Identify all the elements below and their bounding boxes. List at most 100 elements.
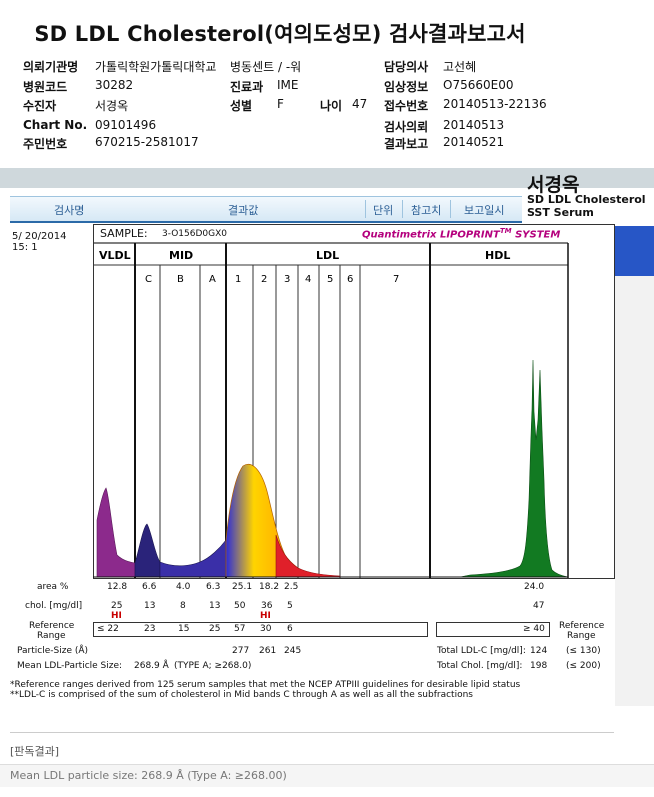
band-label-3: 3 (284, 274, 290, 285)
receipt-label: 접수번호 (384, 99, 429, 113)
particle-cell: 261 (259, 646, 277, 656)
particle-cell: 277 (232, 646, 250, 656)
mid-ba-region (159, 539, 227, 578)
total-ldlc-ref: (≤ 130) (566, 646, 601, 656)
area-cell: 18.2 (259, 582, 280, 592)
receiver-label: 수진자 (23, 99, 57, 113)
sample-value: 3-O156D0GX0 (162, 229, 228, 239)
particle-label: Particle-Size (Å) (17, 646, 89, 656)
group-label-mid: MID (169, 249, 193, 262)
vldl-peak (96, 487, 136, 578)
report-date-value: 20140521 (443, 135, 505, 149)
hospital-value: 가톨릭학원가톨릭대학교 (95, 60, 217, 74)
ref-cell: 57 (234, 624, 246, 634)
chol-hdl-cell: 47 (533, 601, 545, 611)
request-value: 20140513 (443, 118, 505, 132)
receipt-value: 20140513-22136 (443, 97, 547, 111)
code-label: 병원코드 (23, 80, 68, 94)
ref-box-main (93, 622, 428, 637)
sex-label: 성별 (230, 99, 253, 113)
header-divider (450, 200, 451, 218)
total-ldlc-value: 124 (530, 646, 548, 656)
chol-cell: 13 (144, 601, 156, 611)
band-label-a: A (209, 274, 216, 285)
result-header-bar: 검사명 결과값 단위 참고치 보고일시 (10, 196, 522, 223)
sample-label: SAMPLE: (100, 227, 148, 240)
col-unit: 단위 (373, 204, 394, 217)
col-report-time: 보고일시 (464, 204, 505, 217)
mean-size-type: (TYPE A; ≥268.0) (174, 661, 252, 671)
brand-system: SYSTEM (511, 229, 561, 241)
lipoprint-frame (93, 224, 615, 579)
ward-label: 병동센트 / -워 (230, 60, 302, 74)
mean-size-label: Mean LDL-Particle Size: (17, 661, 123, 671)
hi-flag-vldl: HI (111, 611, 122, 621)
area-cell: 2.5 (284, 582, 299, 592)
total-chol-ref: (≤ 200) (566, 661, 601, 671)
ref-label-line2: Range (37, 631, 66, 641)
chol-cell: 36 (261, 601, 273, 611)
ref-box-hdl (436, 622, 550, 637)
mid-c-peak (134, 523, 161, 578)
col-test-name: 검사명 (54, 204, 85, 217)
interpretation-header: [판독결과] (10, 745, 60, 758)
area-cell: 4.0 (176, 582, 191, 592)
hi-flag-ldl2: HI (260, 611, 271, 621)
interpretation-box (0, 764, 654, 787)
chart-no-value: 09101496 (95, 118, 157, 132)
mean-size-value: 268.9 Å (134, 661, 169, 671)
age-label: 나이 (320, 99, 343, 113)
ldl-tail (275, 534, 341, 578)
ref-cell: 25 (209, 624, 221, 634)
ldl-main-peak (225, 464, 311, 578)
band-label-5: 5 (327, 274, 333, 285)
report-title: SD LDL Cholesterol(여의도성모) 검사결과보고서 (34, 22, 526, 46)
col-result: 결과값 (228, 204, 259, 217)
group-label-ldl: LDL (316, 249, 339, 262)
hdl-peak (459, 359, 569, 578)
group-label-vldl: VLDL (99, 249, 131, 262)
report-date-line1: 5/ 20/2014 (12, 231, 67, 242)
chol-label: chol. [mg/dl] (25, 601, 83, 611)
chol-cell: 50 (234, 601, 246, 611)
footnote-reference: *Reference ranges derived from 125 serum… (10, 680, 521, 690)
side-test-name: SD LDL Cholesterol (527, 193, 646, 206)
band-label-2: 2 (261, 274, 267, 285)
band-label-4: 4 (305, 274, 311, 285)
header-divider (365, 200, 366, 218)
area-label: area % (37, 582, 69, 592)
area-cell: 6.6 (142, 582, 157, 592)
sex-value: F (277, 97, 284, 111)
band-label-b: B (177, 274, 184, 285)
chol-cell: 8 (180, 601, 186, 611)
doctor-value: 고선혜 (443, 60, 477, 74)
footnote-ldlc: **LDL-C is comprised of the sum of chole… (10, 690, 473, 700)
group-label-hdl: HDL (485, 249, 510, 262)
brand-tm: TM (499, 227, 512, 235)
dept-value: IME (277, 78, 299, 92)
ref-label-line1: Reference (29, 621, 75, 631)
band-label-6: 6 (347, 274, 353, 285)
side-specimen: SST Serum (527, 206, 594, 219)
area-cell: 6.3 (206, 582, 221, 592)
side-blue-block (615, 226, 654, 276)
chol-cell: 5 (287, 601, 293, 611)
doctor-label: 담당의사 (384, 60, 429, 74)
request-label: 검사의뢰 (384, 120, 429, 134)
result-divider (10, 732, 614, 733)
side-grey-block (615, 276, 654, 706)
dept-label: 진료과 (230, 80, 264, 94)
total-ldlc-label: Total LDL-C [mg/dl]: (437, 646, 526, 656)
header-divider (402, 200, 403, 218)
chol-cell: 13 (209, 601, 221, 611)
clinical-label: 임상정보 (384, 80, 429, 94)
band-label-7: 7 (393, 274, 399, 285)
scan-shadow-band (0, 168, 654, 188)
age-value: 47 (352, 97, 368, 111)
code-value: 30282 (95, 78, 134, 92)
ref-cell: ≤ 22 (97, 624, 119, 634)
col-reference: 참고치 (411, 204, 442, 217)
chart-no-label: Chart No. (23, 118, 88, 132)
id-value: 670215-2581017 (95, 135, 199, 149)
